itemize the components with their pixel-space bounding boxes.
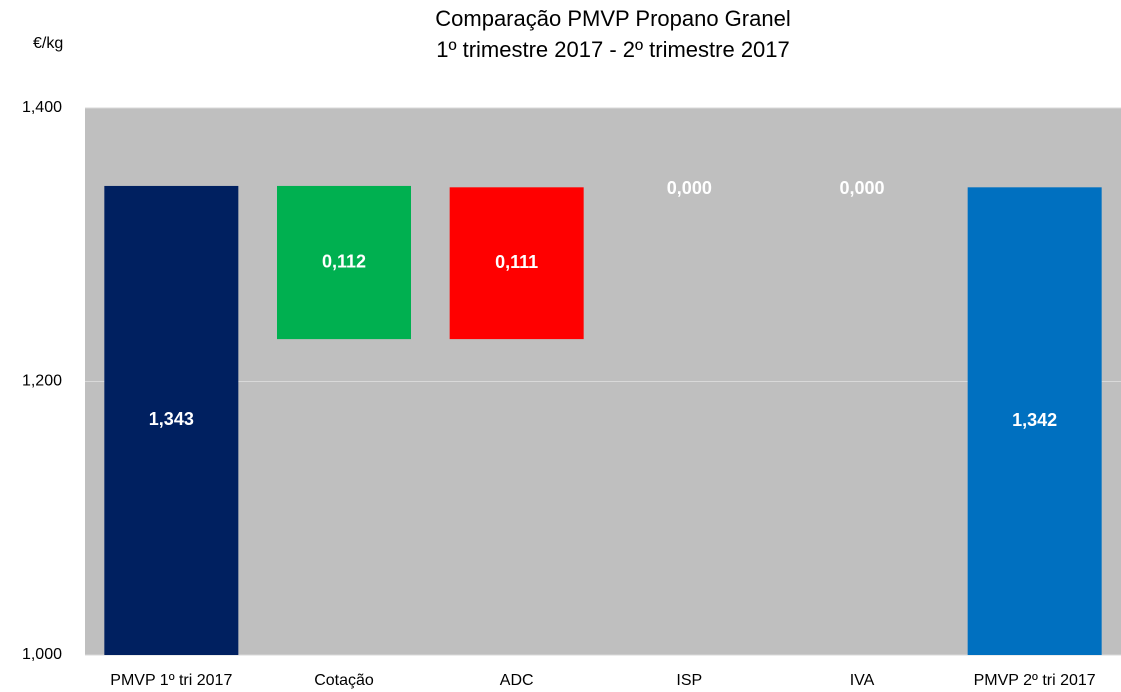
x-tick-label: Cotação xyxy=(314,672,374,689)
chart-subtitle: 1º trimestre 2017 - 2º trimestre 2017 xyxy=(436,37,790,62)
x-tick-label: ADC xyxy=(500,672,534,689)
chart-title: Comparação PMVP Propano Granel xyxy=(435,6,790,31)
data-label: 0,112 xyxy=(322,251,366,271)
y-tick-label: 1,400 xyxy=(22,99,62,116)
bar xyxy=(449,187,584,340)
y-axis-label: €/kg xyxy=(33,35,63,52)
data-label: 1,342 xyxy=(1012,410,1057,430)
bar xyxy=(277,185,411,340)
data-label: 0,000 xyxy=(839,178,884,198)
x-tick-label: IVA xyxy=(850,672,875,689)
x-tick-label: PMVP 2º tri 2017 xyxy=(974,672,1096,689)
data-label: 1,343 xyxy=(149,409,194,429)
data-label: 0,000 xyxy=(667,178,712,198)
y-tick-label: 1,200 xyxy=(22,373,62,390)
bar xyxy=(967,187,1102,655)
data-label: 0,111 xyxy=(495,252,538,272)
x-tick-label: PMVP 1º tri 2017 xyxy=(110,672,232,689)
x-tick-label: ISP xyxy=(676,672,702,689)
bar xyxy=(104,185,239,655)
y-tick-label: 1,000 xyxy=(22,646,62,663)
